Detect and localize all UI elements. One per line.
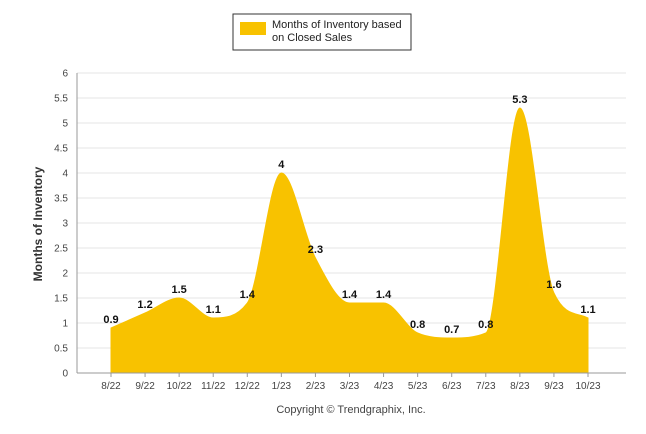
y-tick-label: 1.5 bbox=[54, 294, 68, 305]
y-tick-label: 4 bbox=[62, 169, 68, 180]
copyright-text: Copyright © Trendgraphix, Inc. bbox=[276, 404, 425, 416]
x-tick-label: 5/23 bbox=[408, 381, 428, 392]
x-tick-label: 9/23 bbox=[544, 381, 564, 392]
x-tick-label: 3/23 bbox=[340, 381, 360, 392]
x-tick-label: 10/23 bbox=[575, 381, 600, 392]
data-label: 1.4 bbox=[376, 289, 392, 301]
x-tick-label: 9/22 bbox=[135, 381, 155, 392]
y-tick-label: 2 bbox=[62, 269, 68, 280]
legend-swatch bbox=[240, 22, 266, 35]
x-tick-label: 7/23 bbox=[476, 381, 496, 392]
x-tick-label: 4/23 bbox=[374, 381, 394, 392]
y-tick-label: 2.5 bbox=[54, 244, 68, 255]
x-tick-label: 10/22 bbox=[167, 381, 192, 392]
y-tick-label: 0 bbox=[62, 369, 68, 380]
data-label: 0.7 bbox=[444, 324, 459, 336]
data-label: 0.8 bbox=[410, 319, 425, 331]
y-tick-label: 6 bbox=[62, 69, 68, 80]
area-series-fill bbox=[110, 107, 589, 374]
y-tick-label: 1 bbox=[62, 319, 68, 330]
data-label: 1.1 bbox=[580, 304, 595, 316]
data-label: 1.6 bbox=[546, 279, 561, 291]
y-tick-label: 3.5 bbox=[54, 194, 68, 205]
x-tick-label: 1/23 bbox=[272, 381, 292, 392]
data-labels: 0.9 1.2 1.5 1.1 1.4 4 2.3 1.4 1.4 0.8 0.7 0.8 5.3 1.6… bbox=[103, 94, 595, 336]
data-label: 1.4 bbox=[240, 289, 256, 301]
data-label: 4 bbox=[278, 159, 285, 171]
data-label: 0.9 bbox=[103, 314, 118, 326]
data-label: 1.5 bbox=[171, 284, 186, 296]
y-tick-label: 0.5 bbox=[54, 344, 68, 355]
y-tick-label: 5 bbox=[62, 119, 68, 130]
x-tick-label: 2/23 bbox=[306, 381, 326, 392]
area-series bbox=[110, 107, 589, 374]
x-tick-label: 8/22 bbox=[101, 381, 121, 392]
y-tick-label: 4.5 bbox=[54, 144, 68, 155]
x-tick-label: 11/22 bbox=[201, 381, 226, 392]
data-label: 1.4 bbox=[342, 289, 358, 301]
legend: Months of Inventory based on Closed Sale… bbox=[232, 13, 412, 51]
axes bbox=[76, 73, 626, 374]
data-label: 0.8 bbox=[478, 319, 493, 331]
x-tick-label: 6/23 bbox=[442, 381, 462, 392]
x-tick-label: 8/23 bbox=[510, 381, 530, 392]
y-tick-labels: 0 0.5 1 1.5 2 2.5 3 3.5 4 4.5 5 5.5 6 bbox=[54, 69, 68, 380]
data-label: 1.1 bbox=[206, 304, 221, 316]
data-label: 1.2 bbox=[137, 299, 152, 311]
data-label: 2.3 bbox=[308, 244, 323, 256]
data-label: 5.3 bbox=[512, 94, 527, 106]
y-axis-title: Months of Inventory bbox=[31, 166, 45, 281]
y-tick-label: 3 bbox=[62, 219, 68, 230]
x-tick-labels: 8/22 9/22 10/22 11/22 12/22 1/23 2/23 3/23 4/23 5… bbox=[101, 373, 601, 392]
legend-label-line1: Months of Inventory based bbox=[272, 19, 402, 31]
legend-label-line2: on Closed Sales bbox=[272, 32, 353, 44]
y-tick-label: 5.5 bbox=[54, 94, 68, 105]
x-tick-label: 12/22 bbox=[235, 381, 260, 392]
